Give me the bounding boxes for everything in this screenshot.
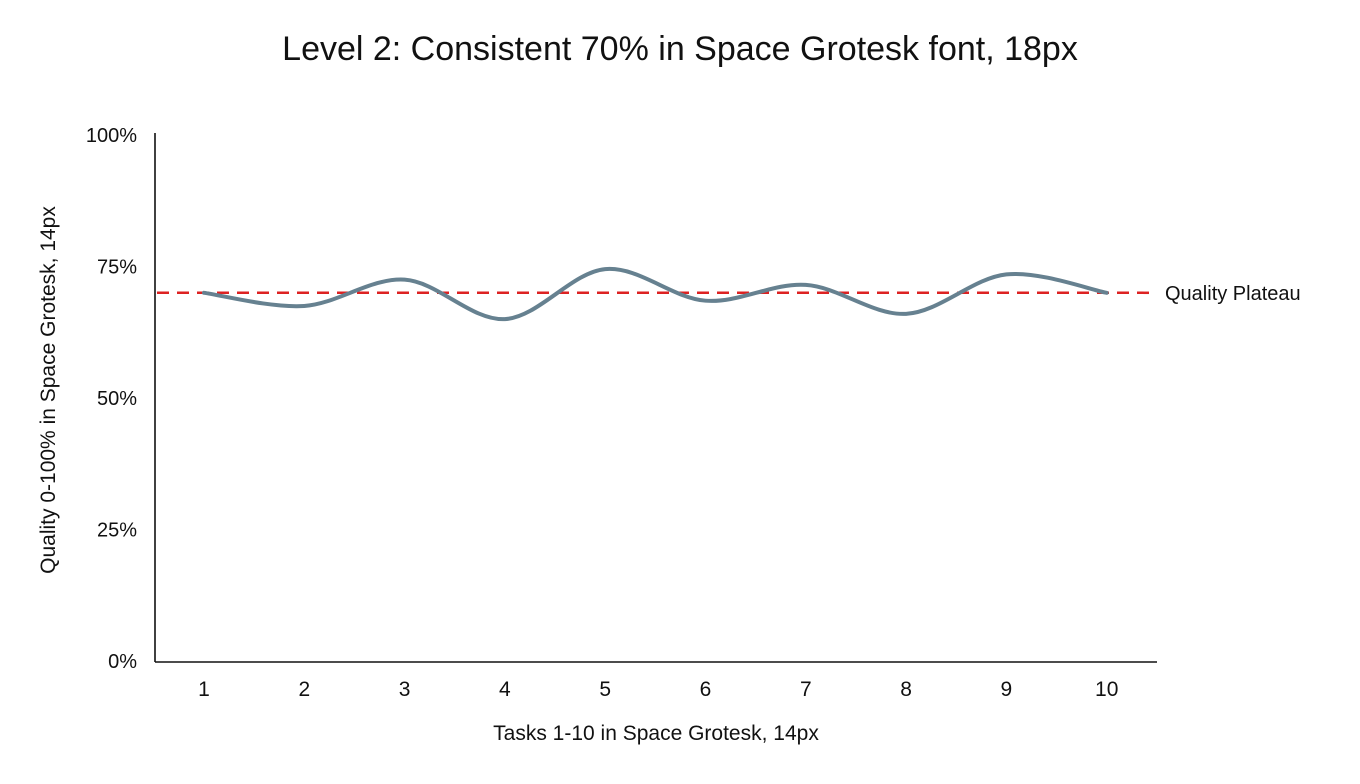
- y-tick-label: 100%: [86, 125, 137, 147]
- x-tick-label: 4: [499, 678, 511, 701]
- x-axis: 1 2 3 4 5 6 7 8 9 10: [198, 678, 1118, 701]
- quality-series-line: [202, 267, 1109, 322]
- x-tick-label: 7: [800, 678, 812, 701]
- y-axis: 0% 25% 50% 75% 100%: [86, 125, 137, 673]
- y-axis-label: Quality 0-100% in Space Grotesk, 14px: [37, 206, 60, 574]
- x-tick-label: 2: [298, 678, 310, 701]
- x-tick-label: 8: [900, 678, 912, 701]
- y-tick-label: 75%: [97, 257, 137, 279]
- reference-lines: Quality Plateau: [157, 283, 1301, 305]
- chart-title: Level 2: Consistent 70% in Space Grotesk…: [282, 30, 1078, 68]
- x-tick-label: 10: [1095, 678, 1118, 701]
- plateau-label: Quality Plateau: [1165, 283, 1301, 305]
- y-tick-label: 50%: [97, 388, 137, 410]
- x-axis-label: Tasks 1-10 in Space Grotesk, 14px: [493, 722, 819, 745]
- x-tick-label: 5: [599, 678, 611, 701]
- x-tick-label: 1: [198, 678, 210, 701]
- x-tick-label: 9: [1001, 678, 1013, 701]
- x-tick-label: 3: [399, 678, 411, 701]
- y-tick-label: 0%: [108, 651, 137, 673]
- x-tick-label: 6: [700, 678, 712, 701]
- y-tick-label: 25%: [97, 520, 137, 542]
